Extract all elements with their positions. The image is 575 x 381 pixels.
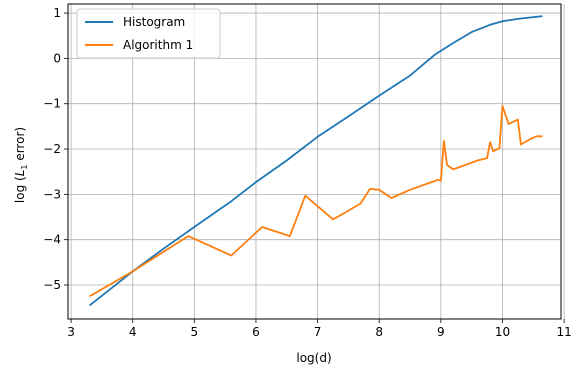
ticks: 3 4 5 6 7 8 9 10 11 −5 −4 −3 −2 −1 0 1 [43, 6, 571, 339]
x-tick-label: 9 [437, 325, 445, 339]
y-tick-label: 0 [53, 51, 61, 65]
y-tick-label: 1 [53, 6, 61, 20]
grid [68, 4, 565, 319]
y-tick-label: −2 [43, 142, 61, 156]
x-tick-label: 7 [314, 325, 322, 339]
x-tick-label: 6 [252, 325, 260, 339]
series-line-histogram [89, 15, 543, 307]
y-axis-label: log (L1 error) [13, 127, 29, 203]
plot-frame [67, 3, 562, 320]
x-tick-label: 3 [67, 325, 75, 339]
x-tick-label: 10 [495, 325, 510, 339]
legend-label-histogram: Histogram [123, 15, 185, 29]
series-line-algorithm-1 [89, 105, 543, 298]
x-tick-label: 5 [191, 325, 199, 339]
series-lines [89, 15, 543, 307]
x-tick-label: 11 [556, 325, 571, 339]
y-tick-label: −4 [43, 233, 61, 247]
x-axis-label: log(d) [296, 351, 331, 365]
y-tick-label: −5 [43, 278, 61, 292]
y-tick-label: −1 [43, 97, 61, 111]
y-tick-label: −3 [43, 187, 61, 201]
legend: Histogram Algorithm 1 [76, 8, 221, 59]
x-tick-label: 4 [129, 325, 137, 339]
x-tick-label: 8 [375, 325, 383, 339]
legend-label-algorithm-1: Algorithm 1 [123, 38, 193, 52]
